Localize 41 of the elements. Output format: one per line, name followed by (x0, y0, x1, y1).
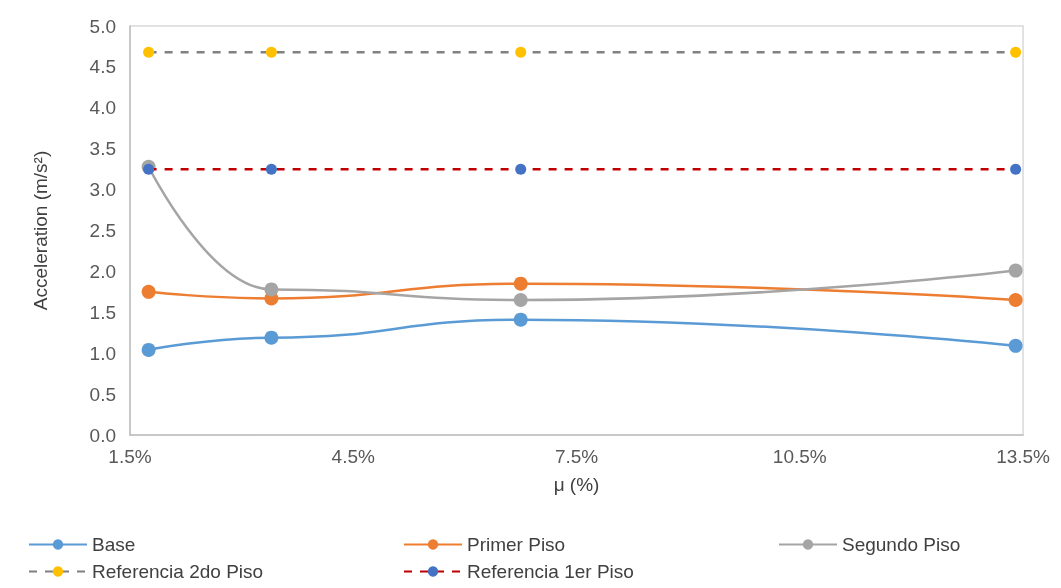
x-tick-label: 7.5% (554, 446, 599, 467)
point (141, 284, 156, 299)
point (513, 293, 528, 308)
point (264, 330, 279, 345)
y-tick-label: 5.0 (89, 15, 116, 37)
y-tick-label: 1.5 (89, 301, 116, 323)
point (1008, 293, 1023, 308)
x-tick-label: 1.5% (108, 446, 152, 467)
y-tick-label: 2.5 (89, 220, 116, 241)
y-axis-title: Acceleration (m/s²) (30, 150, 51, 311)
y-tick-label: 0.0 (89, 424, 116, 446)
point (265, 163, 277, 175)
y-tick-label: 4.0 (89, 97, 116, 119)
point (513, 312, 528, 327)
point (1008, 263, 1023, 278)
y-tick-label: 2.0 (89, 260, 116, 282)
y-tick-label: 3.5 (89, 138, 116, 160)
legend-label: Segundo Piso (842, 534, 961, 555)
point (264, 282, 279, 297)
x-tick-label: 13.5% (996, 446, 1051, 467)
point (1010, 163, 1022, 175)
x-axis-title: μ (%) (553, 474, 600, 495)
legend-label: Referencia 1er Piso (467, 561, 634, 582)
point (265, 46, 277, 58)
y-tick-label: 3.0 (89, 179, 116, 201)
y-tick-label: 0.5 (89, 383, 116, 405)
point (143, 46, 155, 58)
legend-label: Base (92, 534, 136, 555)
point (515, 163, 527, 175)
point (1010, 46, 1022, 58)
point (513, 276, 528, 291)
point (1008, 338, 1023, 353)
legend-label: Referencia 2do Piso (92, 561, 264, 582)
point (143, 163, 155, 175)
point (141, 342, 156, 357)
y-tick-label: 1.0 (89, 342, 116, 364)
x-tick-label: 4.5% (331, 446, 376, 467)
legend-label: Primer Piso (467, 534, 566, 555)
y-tick-label: 4.5 (89, 56, 116, 78)
point (515, 46, 527, 58)
x-tick-label: 10.5% (772, 446, 827, 467)
